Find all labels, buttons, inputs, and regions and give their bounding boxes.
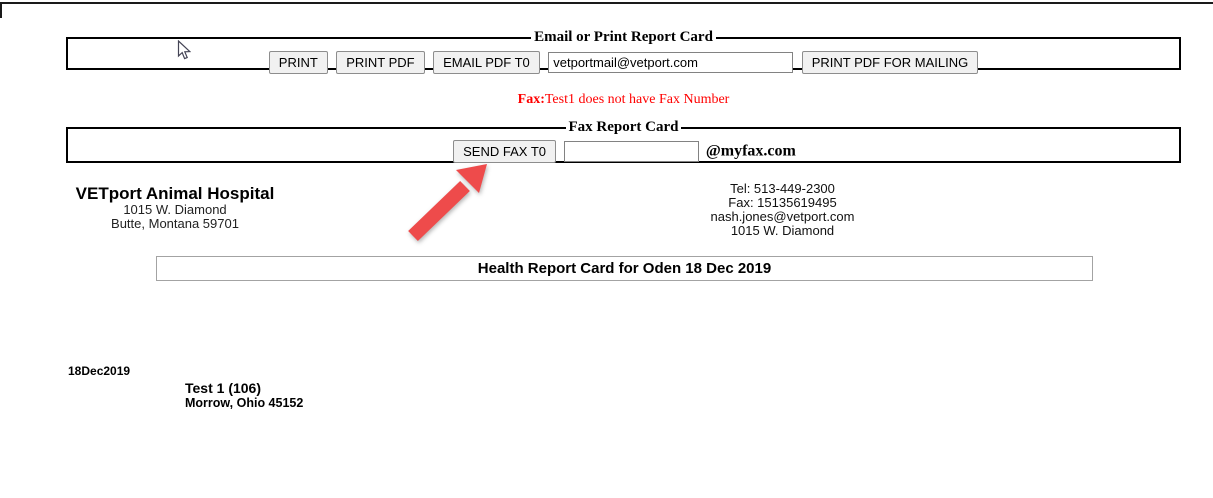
fax-controls: SEND FAX T0 @myfax.com: [68, 136, 1179, 163]
fax-domain-suffix: @myfax.com: [705, 142, 796, 160]
client-address: Morrow, Ohio 45152: [185, 396, 304, 410]
fax-warning-prefix: Fax:: [517, 92, 545, 107]
visit-date: 18Dec2019: [68, 364, 131, 378]
clinic-address-line2: Butte, Montana 59701: [111, 216, 239, 231]
clinic-street: 1015 W. Diamond: [730, 223, 835, 238]
clinic-name: VETport Animal Hospital: [75, 184, 275, 203]
clinic-tel: Tel: 513-449-2300: [730, 181, 835, 196]
client-info-block: Test 1 (106) Morrow, Ohio 45152: [185, 380, 303, 410]
clinic-address-line1: 1015 W. Diamond: [123, 202, 227, 217]
fax-number-input[interactable]: [564, 141, 700, 162]
fax-section: Fax Report Card SEND FAX T0 @myfax.com: [66, 119, 1181, 163]
report-title-banner: Health Report Card for Oden 18 Dec 2019: [156, 256, 1093, 281]
email-print-section-legend: Email or Print Report Card: [534, 29, 713, 45]
frame-top-border: [0, 2, 1213, 4]
red-arrow-annotation-icon: [408, 164, 487, 242]
print-pdf-button[interactable]: PRINT PDF: [336, 51, 425, 74]
clinic-info-block: VETport Animal Hospital 1015 W. Diamond …: [66, 184, 284, 231]
print-button[interactable]: PRINT: [268, 51, 328, 74]
fax-warning-message: Fax:Test1 does not have Fax Number: [66, 92, 1181, 108]
send-fax-to-button[interactable]: SEND FAX T0: [453, 140, 556, 163]
clinic-contact-block: Tel: 513-449-2300 Fax: 15135619495 nash.…: [680, 182, 885, 238]
frame-left-border: [0, 2, 2, 18]
clinic-fax: Fax: 15135619495: [728, 195, 837, 210]
email-print-controls: PRINT PRINT PDF EMAIL PDF T0 PRINT PDF F…: [68, 46, 1179, 74]
fax-warning-text: Test1 does not have Fax Number: [544, 92, 730, 107]
client-name: Test 1 (106): [185, 380, 261, 396]
print-pdf-mailing-button[interactable]: PRINT PDF FOR MAILING: [801, 51, 979, 74]
email-address-input[interactable]: [548, 52, 794, 73]
clinic-email: nash.jones@vetport.com: [710, 209, 855, 224]
email-print-section: Email or Print Report Card PRINT PRINT P…: [66, 29, 1181, 74]
fax-section-legend: Fax Report Card: [568, 119, 679, 135]
email-pdf-to-button[interactable]: EMAIL PDF T0: [433, 51, 540, 74]
